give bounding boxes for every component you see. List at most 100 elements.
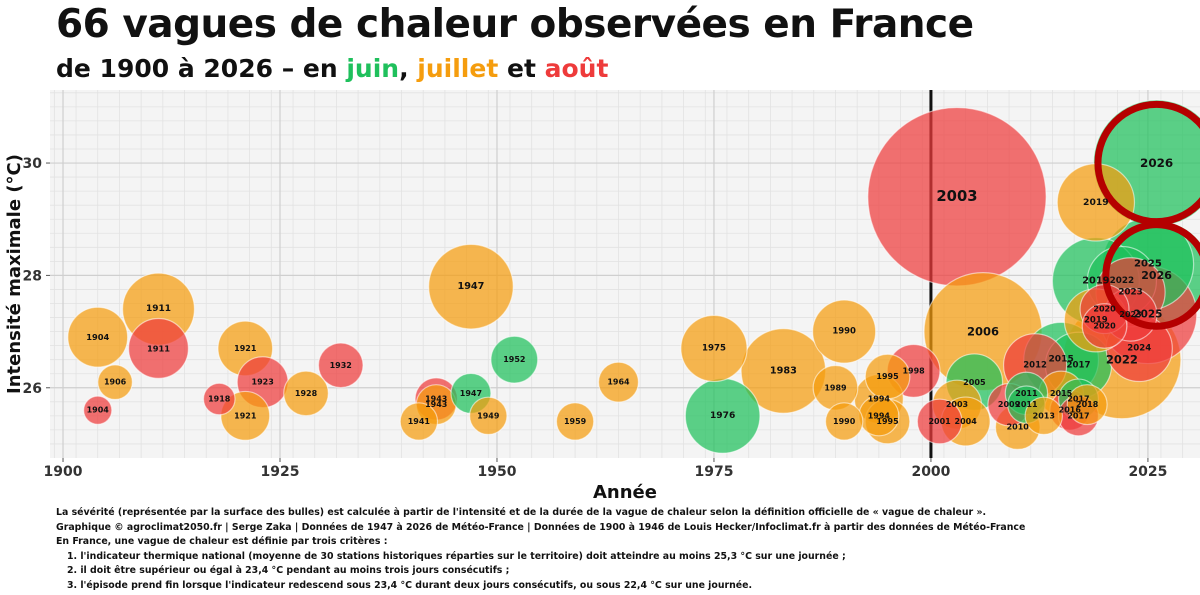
bubble-label-1911: 1911: [147, 343, 170, 353]
bubble-label-1959: 1959: [564, 417, 587, 426]
bubble-label-2026: 2026: [1141, 269, 1172, 282]
bubble-2013: [1024, 396, 1064, 436]
bubble-1906: [97, 364, 133, 401]
bubble-label-1904: 1904: [86, 332, 109, 342]
bubble-label-2026: 2026: [1140, 156, 1173, 170]
bubble-label-2005: 2005: [963, 377, 986, 387]
bubble-1918: [202, 382, 236, 416]
bubble-label-1990: 1990: [833, 417, 856, 426]
bubble-1949: [469, 396, 508, 436]
y-tick-label: 30: [23, 156, 43, 172]
bubble-label-1989: 1989: [824, 383, 847, 392]
bubble-label-2022: 2022: [1106, 353, 1138, 367]
y-tick-label: 28: [23, 268, 42, 284]
bubble-1932: [317, 342, 364, 389]
bubble-label-1983: 1983: [770, 365, 797, 376]
bubble-label-1911: 1911: [146, 304, 171, 314]
note-definition: En France, une vague de chaleur est défi…: [56, 536, 388, 548]
bubble-label-2020: 2020: [1093, 305, 1116, 314]
note-severity: La sévérité (représentée par la surface …: [56, 507, 987, 518]
bubble-1947: [428, 243, 514, 330]
bubble-label-2003: 2003: [936, 188, 977, 205]
bubble-label-2017: 2017: [1067, 360, 1091, 370]
bubble-label-1976: 1976: [710, 411, 735, 421]
subtitle-sep-1: ,: [399, 54, 418, 83]
bubble-1904: [83, 395, 113, 425]
bubble-label-1949: 1949: [477, 411, 500, 420]
bubble-label-2010: 2010: [1007, 423, 1030, 432]
bubble-label-2020: 2020: [1093, 321, 1116, 330]
bubble-chart: 1904 1918 1906 2013 2011 1990 1959 1949 1941 2018…: [4, 90, 1200, 500]
bubble-label-1928: 1928: [295, 389, 318, 398]
bubble-1990: [812, 299, 877, 364]
chart-title: 66 vagues de chaleur observées en France: [56, 2, 974, 47]
y-tick-label: 26: [23, 381, 42, 397]
bubble-label-2011: 2011: [1015, 389, 1038, 398]
highlight-rings: [1094, 100, 1200, 330]
bubble-2001: [916, 398, 963, 445]
x-tick-label: 1975: [694, 464, 733, 480]
bubble-label-1943: 1943: [425, 395, 447, 404]
subtitle-sep-2: et: [498, 54, 545, 83]
bubble-label-2019: 2019: [1083, 197, 1109, 208]
criterion-1: 1. l'indicateur thermique national (moye…: [67, 550, 846, 562]
bubble-label-1947: 1947: [460, 389, 482, 398]
bubble-label-1921: 1921: [234, 344, 257, 353]
bubble-label-1995: 1995: [876, 372, 899, 381]
bubble-label-1941: 1941: [408, 417, 431, 426]
bubble-1975: [680, 314, 748, 383]
bubble-label-2019: 2019: [1082, 276, 1109, 287]
bubble-1911: [127, 317, 190, 379]
bubble-1952: [490, 335, 539, 384]
bubble-2020: [1081, 303, 1128, 349]
bubble-label-2023: 2023: [1119, 310, 1141, 319]
bubble-label-1947: 1947: [457, 281, 484, 292]
bubble-label-1952: 1952: [503, 355, 525, 364]
highlight-ring-2026: [1102, 221, 1200, 330]
criteria-list: 1. l'indicateur thermique national (moye…: [56, 550, 1186, 594]
bubble-label-2017: 2017: [1067, 395, 1089, 404]
bubble-1941: [399, 402, 439, 441]
bubble-labels: 1904 1918 1906 2013 2011 1990 1959 1949 1941 2018…: [86, 156, 1173, 432]
bubble-label-2022: 2022: [1110, 276, 1134, 286]
x-axis-title: Année: [593, 482, 657, 500]
subtitle-prefix: de 1900 à 2026 – en: [56, 54, 347, 83]
criterion-3: 3. l'épisode prend fin lorsque l'indicat…: [67, 579, 753, 591]
note-credits: Graphique © agroclimat2050.fr | Serge Za…: [56, 521, 1026, 533]
x-tick-label: 1950: [477, 464, 516, 480]
subtitle-august: août: [544, 54, 609, 83]
bubble-1990: [824, 402, 864, 441]
x-tick-label: 2025: [1128, 464, 1167, 480]
subtitle-june: juin: [346, 54, 400, 83]
x-tick-label: 1925: [261, 464, 300, 480]
bubble-1904: [67, 306, 129, 368]
bubble-label-1932: 1932: [330, 361, 352, 370]
bubble-label-2013: 2013: [1033, 411, 1055, 420]
footnotes: La sévérité (représentée par la surface …: [56, 506, 1186, 594]
bubble-label-1906: 1906: [104, 378, 127, 387]
criterion-2: 2. il doit être supérieur ou égal à 23,4…: [67, 565, 510, 577]
bubble-label-2016: 2016: [1059, 406, 1082, 415]
bubble-label-1964: 1964: [607, 378, 630, 387]
chart-subtitle: de 1900 à 2026 – en juin, juillet et aoû…: [56, 54, 608, 83]
bubble-label-2015: 2015: [1048, 355, 1073, 365]
bubble-label-1904: 1904: [87, 406, 110, 415]
bubble-label-1994: 1994: [868, 411, 891, 420]
bubble-label-1921: 1921: [234, 411, 257, 420]
bubble-label-2024: 2024: [1127, 343, 1151, 353]
bubble-1964: [597, 361, 640, 403]
bubble-label-1995: 1995: [876, 417, 899, 426]
x-tick-label: 1900: [44, 464, 83, 480]
x-axis-ticks: 1900 1925 1950 1975 2000 2025: [44, 458, 1167, 480]
bubble-label-2019: 2019: [1084, 315, 1108, 325]
bubble-1959: [555, 402, 595, 441]
bubble-1928: [283, 370, 329, 417]
y-axis-title: Intensité maximale (°C): [4, 154, 25, 394]
bubble-label-1994: 1994: [868, 395, 891, 404]
bubble-label-2018: 2018: [1076, 400, 1099, 409]
bubble-label-2025: 2025: [1134, 259, 1162, 270]
bubble-label-1943: 1943: [425, 400, 447, 409]
bubble-label-2011: 2011: [1015, 400, 1038, 409]
y-axis-ticks: 26 28 30: [23, 156, 50, 397]
bubble-label-2001: 2001: [928, 417, 951, 426]
